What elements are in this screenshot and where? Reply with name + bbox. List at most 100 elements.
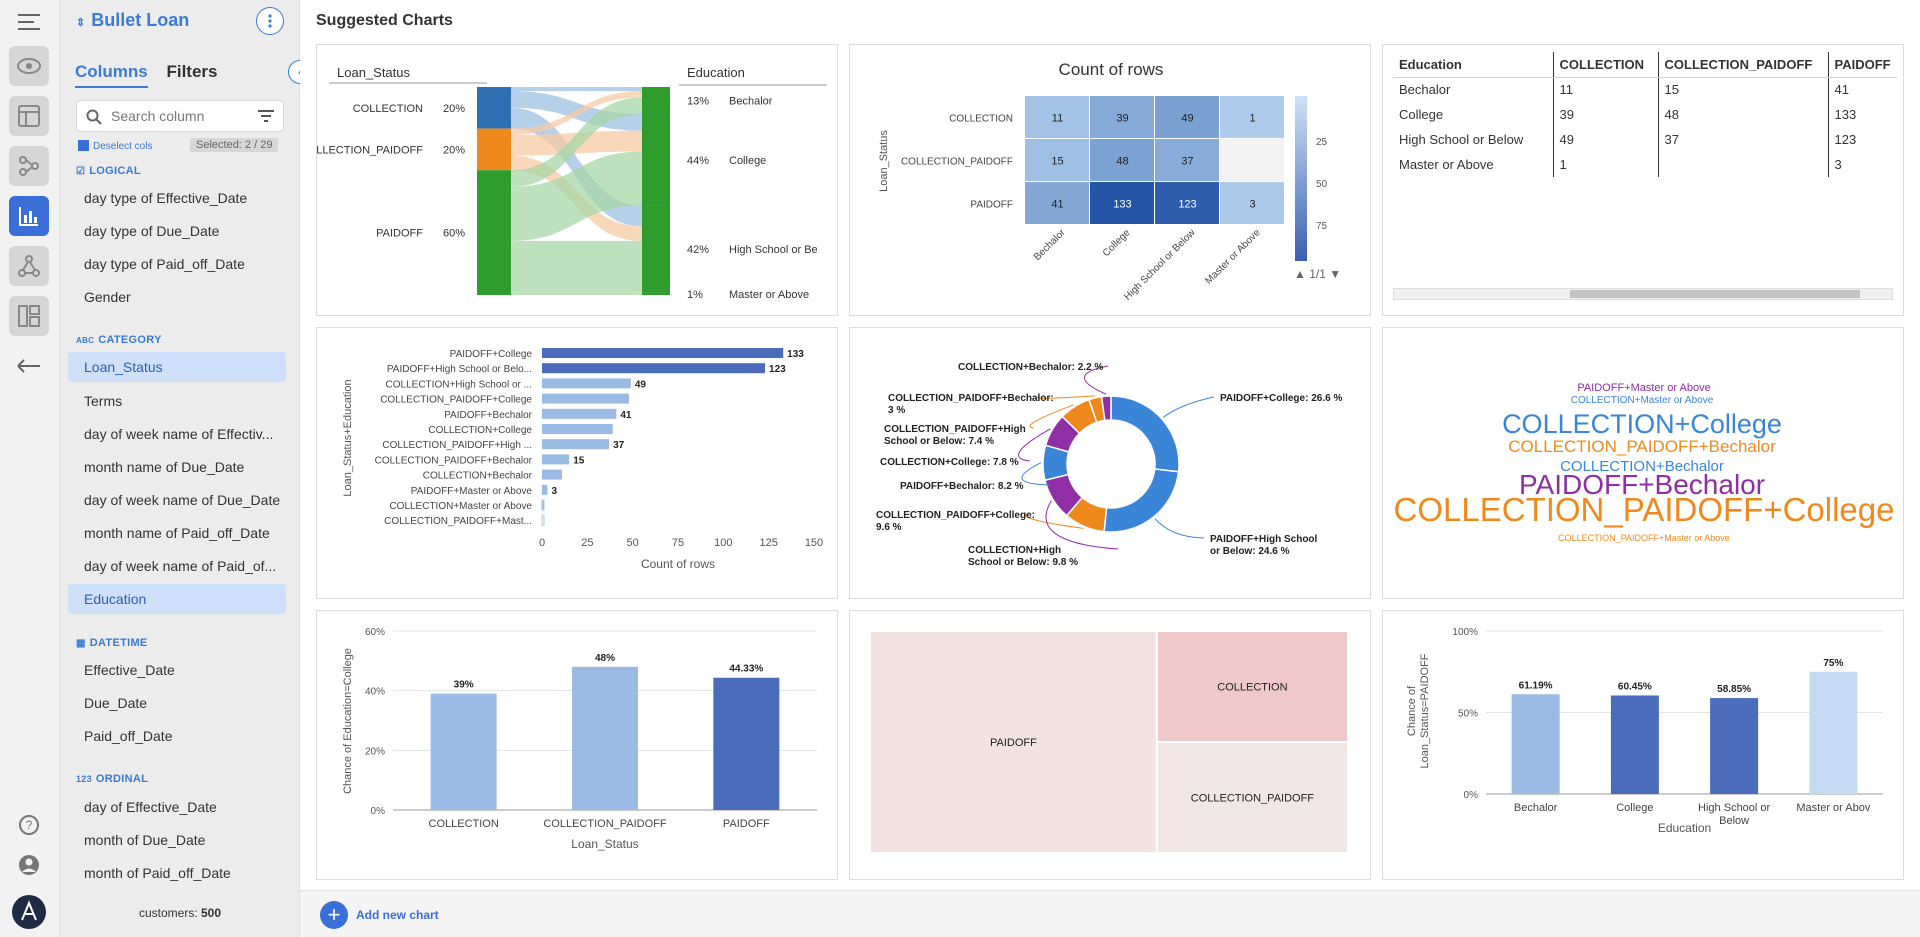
- column-item[interactable]: day of Effective_Date: [84, 799, 217, 815]
- pivot-table-card[interactable]: Education COLLECTION COLLECTION_PAIDOFF PAI…: [1382, 44, 1904, 316]
- help-icon[interactable]: ?: [9, 805, 49, 845]
- sankey-right-label: Bechalor: [729, 96, 773, 108]
- donut-leader-line: [1037, 395, 1095, 399]
- dataset-title[interactable]: ⇕ Bullet Loan: [76, 10, 190, 30]
- vbar-value-label: 44.33%: [729, 664, 763, 675]
- column-item-education[interactable]: Education: [68, 584, 286, 614]
- sankey-ribbon: [511, 151, 642, 241]
- hbar-value-label: 3: [551, 486, 557, 497]
- search-input[interactable]: Search column: [76, 100, 284, 132]
- table-cell: [1658, 152, 1829, 177]
- hbar-value-label: 123: [769, 364, 786, 375]
- sankey-left-pct: 20%: [443, 103, 465, 115]
- back-arrow-icon[interactable]: [9, 346, 49, 386]
- heatmap-cell: [1090, 182, 1154, 224]
- icon-rail: ?: [0, 0, 60, 937]
- table-cell: 49: [1553, 127, 1659, 152]
- search-placeholder: Search column: [111, 108, 205, 124]
- column-item[interactable]: day of week name of Paid_of...: [84, 558, 277, 574]
- heatmap-cell: [1025, 182, 1089, 224]
- tab-columns[interactable]: Columns: [75, 62, 148, 88]
- column-item[interactable]: Terms: [84, 393, 123, 409]
- wordcloud-card[interactable]: PAIDOFF+Master or Above COLLECTION+Master…: [1382, 327, 1904, 599]
- eye-icon[interactable]: [9, 46, 49, 86]
- heatmap-cell-value: 39: [1116, 113, 1128, 125]
- tab-filters[interactable]: Filters: [166, 62, 218, 81]
- chart-icon[interactable]: [9, 196, 49, 236]
- vbar-value-label: 60.45%: [1618, 681, 1652, 692]
- vbar-value-label: 75%: [1823, 658, 1843, 669]
- horizontal-scrollbar[interactable]: [1393, 288, 1893, 300]
- add-chart-bar: + Add new chart: [300, 890, 1920, 937]
- heatmap-cell-value: 133: [1113, 199, 1131, 211]
- table-header-cell[interactable]: Education: [1393, 52, 1554, 78]
- table-cell: 39: [1553, 102, 1659, 127]
- hbar-chart-card[interactable]: 0 25 50 75 100 125 150 Count of rows Loan_Status…: [316, 327, 838, 599]
- table-cell: 37: [1658, 127, 1829, 152]
- sort-chevrons-icon: ⇕: [76, 17, 86, 29]
- column-item[interactable]: day type of Effective_Date: [84, 190, 248, 206]
- column-item[interactable]: day type of Paid_off_Date: [84, 256, 245, 272]
- heatmap-page-indicator: ▲ 1/1 ▼: [1294, 267, 1341, 281]
- vbar-ytick: 0%: [1464, 790, 1479, 801]
- heatmap-cell-value: 37: [1181, 156, 1193, 168]
- hbar-category-label: COLLECTION+College: [428, 425, 532, 436]
- hbar-category-label: PAIDOFF+College: [450, 349, 533, 360]
- sankey-left-node: [477, 170, 511, 295]
- flow-icon[interactable]: [9, 146, 49, 186]
- sankey-left-node: [477, 87, 511, 129]
- hbar-value-label: 133: [787, 349, 804, 360]
- heatmap-cell-value: 11: [1052, 113, 1063, 125]
- add-chart-button[interactable]: +: [320, 901, 348, 929]
- heatmap-cell: [1090, 96, 1154, 138]
- column-item[interactable]: day type of Due_Date: [84, 223, 220, 239]
- column-item[interactable]: Due_Date: [84, 695, 148, 711]
- hbar-category-label: PAIDOFF+High School or Belo...: [387, 364, 532, 375]
- vbar-category-label: PAIDOFF: [723, 818, 770, 830]
- pivot-table: Education COLLECTION COLLECTION_PAIDOFF PAI…: [1393, 52, 1897, 177]
- treemap-tile: [869, 630, 1158, 854]
- column-item[interactable]: Paid_off_Date: [84, 728, 173, 744]
- column-item[interactable]: Gender: [84, 289, 131, 305]
- vbar-chart-card-loan-status[interactable]: 0% 20% 40% 60% 39% COLLECTION 48% COLLECTION_PA…: [316, 610, 838, 880]
- vbar-bar: [713, 677, 780, 810]
- column-item-loan-status[interactable]: Loan_Status: [68, 352, 286, 382]
- table-cell: 123: [1834, 132, 1857, 147]
- heatmap-col-label: College: [1101, 227, 1133, 259]
- column-item[interactable]: day of week name of Effectiv...: [84, 426, 274, 442]
- kebab-menu-button[interactable]: [256, 7, 284, 35]
- heatmap-cell-value: 49: [1181, 113, 1193, 125]
- treemap-card[interactable]: PAIDOFF COLLECTION COLLECTION_PAIDOFF: [849, 610, 1371, 880]
- column-item[interactable]: month of Due_Date: [84, 832, 206, 848]
- wordcloud-word: COLLECTION_PAIDOFF+College: [1394, 491, 1895, 528]
- filter-icon[interactable]: [258, 110, 274, 122]
- column-item[interactable]: month name of Paid_off_Date: [84, 525, 270, 541]
- deselect-cols-button[interactable]: Deselect cols: [78, 140, 152, 152]
- account-icon[interactable]: [9, 845, 49, 885]
- table-row: Master or Above 1 3: [1393, 152, 1897, 177]
- dashboard-icon[interactable]: [9, 296, 49, 336]
- column-item[interactable]: month name of Due_Date: [84, 459, 245, 475]
- hbar-value-label: 49: [635, 379, 647, 390]
- heatmap-col-label: Master or Above: [1203, 227, 1263, 287]
- hbar-xtick: 125: [759, 537, 777, 549]
- vbar-ytick: 50%: [1458, 709, 1478, 720]
- table-header-cell[interactable]: PAIDOFF: [1828, 52, 1897, 78]
- logical-icon: ☑: [76, 166, 86, 177]
- vbar-chart-card-education[interactable]: 0% 50% 100% 61.19% Bechalor 60.45% College 58.8…: [1382, 610, 1904, 880]
- table-header-cell[interactable]: COLLECTION: [1553, 52, 1659, 78]
- add-chart-label[interactable]: Add new chart: [356, 908, 439, 922]
- network-icon[interactable]: [9, 246, 49, 286]
- sankey-chart-card[interactable]: Loan_Status Education 20% COLLECTION 20% COLL…: [316, 44, 838, 316]
- column-item[interactable]: day of week name of Due_Date: [84, 492, 281, 508]
- donut-slice: [1103, 468, 1180, 533]
- hbar-bar: [541, 499, 545, 511]
- table-header-cell[interactable]: COLLECTION_PAIDOFF: [1658, 52, 1829, 78]
- heatmap-chart-card[interactable]: Count of rows Loan_Status COLLECTION 11 39 49…: [849, 44, 1371, 316]
- menu-icon[interactable]: [9, 2, 49, 42]
- layout-icon[interactable]: [9, 96, 49, 136]
- sankey-left-pct: 20%: [443, 144, 465, 156]
- column-item[interactable]: Effective_Date: [84, 662, 175, 678]
- donut-chart-card[interactable]: PAIDOFF+College: 26.6 % PAIDOFF+High Scho…: [849, 327, 1371, 599]
- column-item[interactable]: month of Paid_off_Date: [84, 865, 231, 881]
